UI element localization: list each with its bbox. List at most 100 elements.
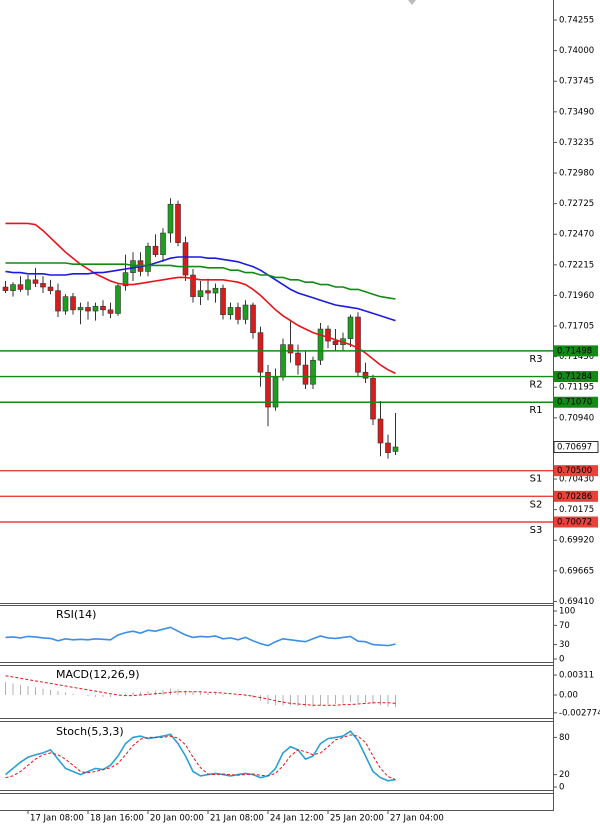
candle-body <box>32 279 39 284</box>
level-name: S3 <box>530 525 543 536</box>
indicator-line <box>5 262 396 300</box>
level-name: S1 <box>530 474 543 485</box>
candle-body <box>362 371 369 379</box>
candle-body <box>385 442 391 453</box>
x-tick-label: 27 Jan 04:00 <box>390 814 444 824</box>
level-name: R2 <box>529 380 542 391</box>
y-tick-label: 0.74255 <box>559 16 594 26</box>
y-tick-label: 0.71195 <box>559 383 594 393</box>
y-tick-label: 0.72215 <box>559 260 594 270</box>
candle-body <box>130 260 136 273</box>
candle-body <box>377 418 384 444</box>
level-price-box <box>554 490 598 502</box>
candle-body <box>62 296 69 312</box>
y-tick-label: 0.72725 <box>559 199 594 209</box>
candle-body <box>55 290 61 312</box>
candle-body <box>392 446 399 452</box>
frame <box>0 0 554 811</box>
y-tick-label: 0.70940 <box>559 413 594 423</box>
candle-body <box>10 284 16 291</box>
y-tick-label: 0.69410 <box>559 597 594 607</box>
y-tick-label: 80 <box>559 733 570 743</box>
y-tick-label: 20 <box>559 770 570 780</box>
level-price: 0.71070 <box>557 398 592 408</box>
candle-body <box>2 286 9 291</box>
level-name: S2 <box>530 499 543 510</box>
candle-body <box>250 304 256 333</box>
level-price: 0.71284 <box>557 372 592 382</box>
y-tick-label: 0.00 <box>559 691 578 701</box>
level-name: R3 <box>529 354 542 365</box>
y-tick-label: 0.71705 <box>559 322 594 332</box>
candle-body <box>370 377 376 420</box>
level-price: 0.70500 <box>557 466 592 476</box>
candle-body <box>70 296 76 311</box>
candle-body <box>235 307 241 320</box>
candle-body <box>167 203 174 234</box>
level-price-box <box>554 465 598 477</box>
candle-body <box>152 245 159 255</box>
y-tick-label: 0.74000 <box>559 46 594 56</box>
y-tick-label: 0.69920 <box>559 536 594 546</box>
level-price: 0.71498 <box>557 346 592 356</box>
y-tick-label: 0.70430 <box>559 475 594 485</box>
indicator-title: Stoch(5,3,3) <box>56 725 124 738</box>
candle-body <box>115 285 121 314</box>
candle-body <box>310 359 316 385</box>
candle-body <box>17 284 24 290</box>
last-price: 0.70697 <box>557 443 592 453</box>
candle-body <box>302 364 309 385</box>
candle-body <box>197 290 204 297</box>
candle-body <box>287 344 294 354</box>
candle-body <box>220 287 226 315</box>
candle-body <box>355 316 361 373</box>
candle-body <box>182 242 189 276</box>
candle-body <box>212 287 219 294</box>
x-tick-label: 17 Jan 08:00 <box>30 814 84 824</box>
candle-body <box>332 340 339 345</box>
candle-body <box>145 245 151 272</box>
candle-body <box>205 290 211 294</box>
y-tick-label: 0.70175 <box>559 505 594 515</box>
level-price-box <box>554 345 598 357</box>
indicator-line <box>5 256 396 322</box>
candle-body <box>317 328 324 361</box>
candle-body <box>227 307 234 315</box>
y-tick-label: 0.71960 <box>559 291 594 301</box>
x-tick-label: 18 Jan 16:00 <box>90 814 144 824</box>
candle-body <box>100 305 106 311</box>
y-tick-label: 0.72980 <box>559 169 594 179</box>
level-price: 0.70072 <box>557 518 592 528</box>
y-tick-label: 0.73490 <box>559 107 594 117</box>
candle-body <box>77 307 84 311</box>
level-price: 0.70286 <box>557 492 592 502</box>
shift-marker <box>408 0 416 5</box>
signal-line <box>5 734 396 781</box>
candle-body <box>175 203 181 243</box>
candle-body <box>257 332 264 373</box>
indicator-title: MACD(12,26,9) <box>56 668 140 681</box>
indicator-line <box>5 222 396 375</box>
candle-body <box>25 279 31 290</box>
candle-body <box>190 274 196 297</box>
candle-body <box>40 283 46 288</box>
y-tick-label: 100 <box>559 607 575 617</box>
x-tick-label: 20 Jan 00:00 <box>150 814 204 824</box>
candle-body <box>280 344 286 378</box>
indicator-title: RSI(14) <box>56 608 96 621</box>
y-tick-label: 0.00311 <box>559 671 594 681</box>
level-price-box <box>554 396 598 408</box>
candle-body <box>160 232 166 255</box>
signal-line <box>5 675 396 706</box>
candle-body <box>92 305 99 312</box>
candle-body <box>242 304 249 320</box>
plot-area <box>2 198 399 782</box>
y-tick-label: 0.73235 <box>559 138 594 148</box>
y-tick-label: 0.72470 <box>559 230 594 240</box>
y-tick-label: 0.71450 <box>559 352 594 362</box>
y-tick-label: 70 <box>559 621 570 631</box>
candle-body <box>85 307 91 312</box>
level-name: R1 <box>529 405 542 416</box>
y-tick-label: 0.73745 <box>559 77 594 87</box>
